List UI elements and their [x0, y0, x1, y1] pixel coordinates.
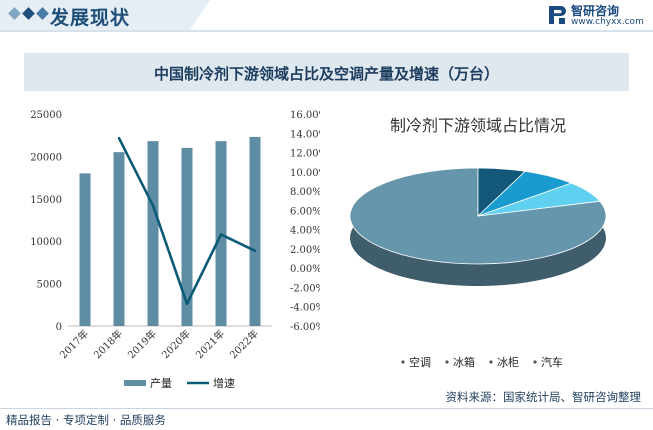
pie-slice-汽车	[477, 182, 601, 217]
y-tick-label-right: 4.00%	[290, 226, 320, 237]
bar-output	[113, 152, 125, 326]
bar-output	[249, 136, 261, 326]
growth-point	[185, 302, 189, 306]
legend-label-growth: 增速	[213, 376, 235, 390]
page-title: 发展现状	[50, 7, 131, 29]
legend-label-冰柜: 冰柜	[497, 356, 519, 369]
legend-label-空调: 空调	[409, 355, 431, 369]
y-tick-label-right: 12.00%	[290, 149, 320, 160]
y-tick-label-left: 0	[56, 322, 62, 333]
y-tick-label-left: 25000	[30, 110, 62, 121]
logo-url: www.chyxx.com	[571, 17, 644, 27]
y-tick-label-right: -2.00%	[290, 283, 320, 294]
growth-point	[117, 136, 121, 140]
brand-logo: 智研咨询 www.chyxx.com	[547, 2, 644, 30]
logo-name: 智研咨询	[571, 4, 620, 18]
pie-title: 制冷剂下游领域占比情况	[390, 116, 566, 135]
legend-bullet	[445, 360, 449, 364]
chart-title: 中国制冷剂下游领域占比及空调产量及增速（万台）	[153, 65, 499, 83]
footer-slogan: 精品报告 · 专项定制 · 品质服务	[6, 413, 166, 427]
chart-title-band: 中国制冷剂下游领域占比及空调产量及增速（万台）	[24, 53, 629, 91]
x-tick-label: 2022年	[227, 327, 261, 361]
data-source: 资料来源：国家统计局、智研咨询整理	[445, 390, 642, 404]
header-bar: 发展现状 智研咨询 www.chyxx.com	[0, 0, 653, 32]
x-tick-label: 2018年	[91, 327, 125, 361]
growth-point	[151, 204, 155, 207]
y-tick-label-right: 2.00%	[290, 245, 320, 256]
logo-icon	[549, 6, 566, 24]
y-tick-label-right: 10.00%	[290, 168, 320, 179]
legend-label-冰箱: 冰箱	[453, 355, 475, 369]
header-decoration	[0, 0, 653, 32]
legend-label-output: 产量	[150, 376, 172, 390]
x-tick-label: 2019年	[125, 327, 159, 361]
y-tick-label-right: -6.00%	[290, 322, 320, 333]
y-tick-label-left: 15000	[30, 195, 62, 206]
x-tick-label: 2021年	[193, 327, 227, 361]
bar-output	[147, 141, 159, 326]
y-tick-label-left: 5000	[37, 280, 62, 291]
y-tick-label-right: 8.00%	[290, 187, 320, 198]
y-tick-label-left: 10000	[30, 237, 62, 248]
y-tick-label-right: 0.00%	[290, 264, 320, 275]
growth-point	[253, 249, 257, 253]
y-tick-label-left: 20000	[30, 152, 62, 163]
y-tick-label-right: 6.00%	[290, 206, 320, 217]
legend-bullet	[401, 360, 405, 364]
y-tick-label-right: 16.00%	[290, 110, 320, 121]
legend-bullet	[489, 360, 493, 364]
y-tick-label-right: 14.00%	[290, 129, 320, 140]
x-tick-label: 2020年	[159, 327, 193, 361]
legend-label-汽车: 汽车	[541, 355, 563, 369]
growth-point	[219, 233, 223, 236]
legend-swatch-output	[124, 380, 146, 386]
legend-bullet	[533, 360, 537, 364]
bar-output	[79, 173, 91, 326]
production-growth-chart: 0 5000 10000 15000 20000 25000 -6.00% -4.00% -2.…	[30, 110, 320, 390]
bar-output	[181, 147, 193, 326]
footer-bar: 精品报告 · 专项定制 · 品质服务	[0, 408, 653, 430]
y-tick-label-right: -4.00%	[290, 303, 320, 314]
